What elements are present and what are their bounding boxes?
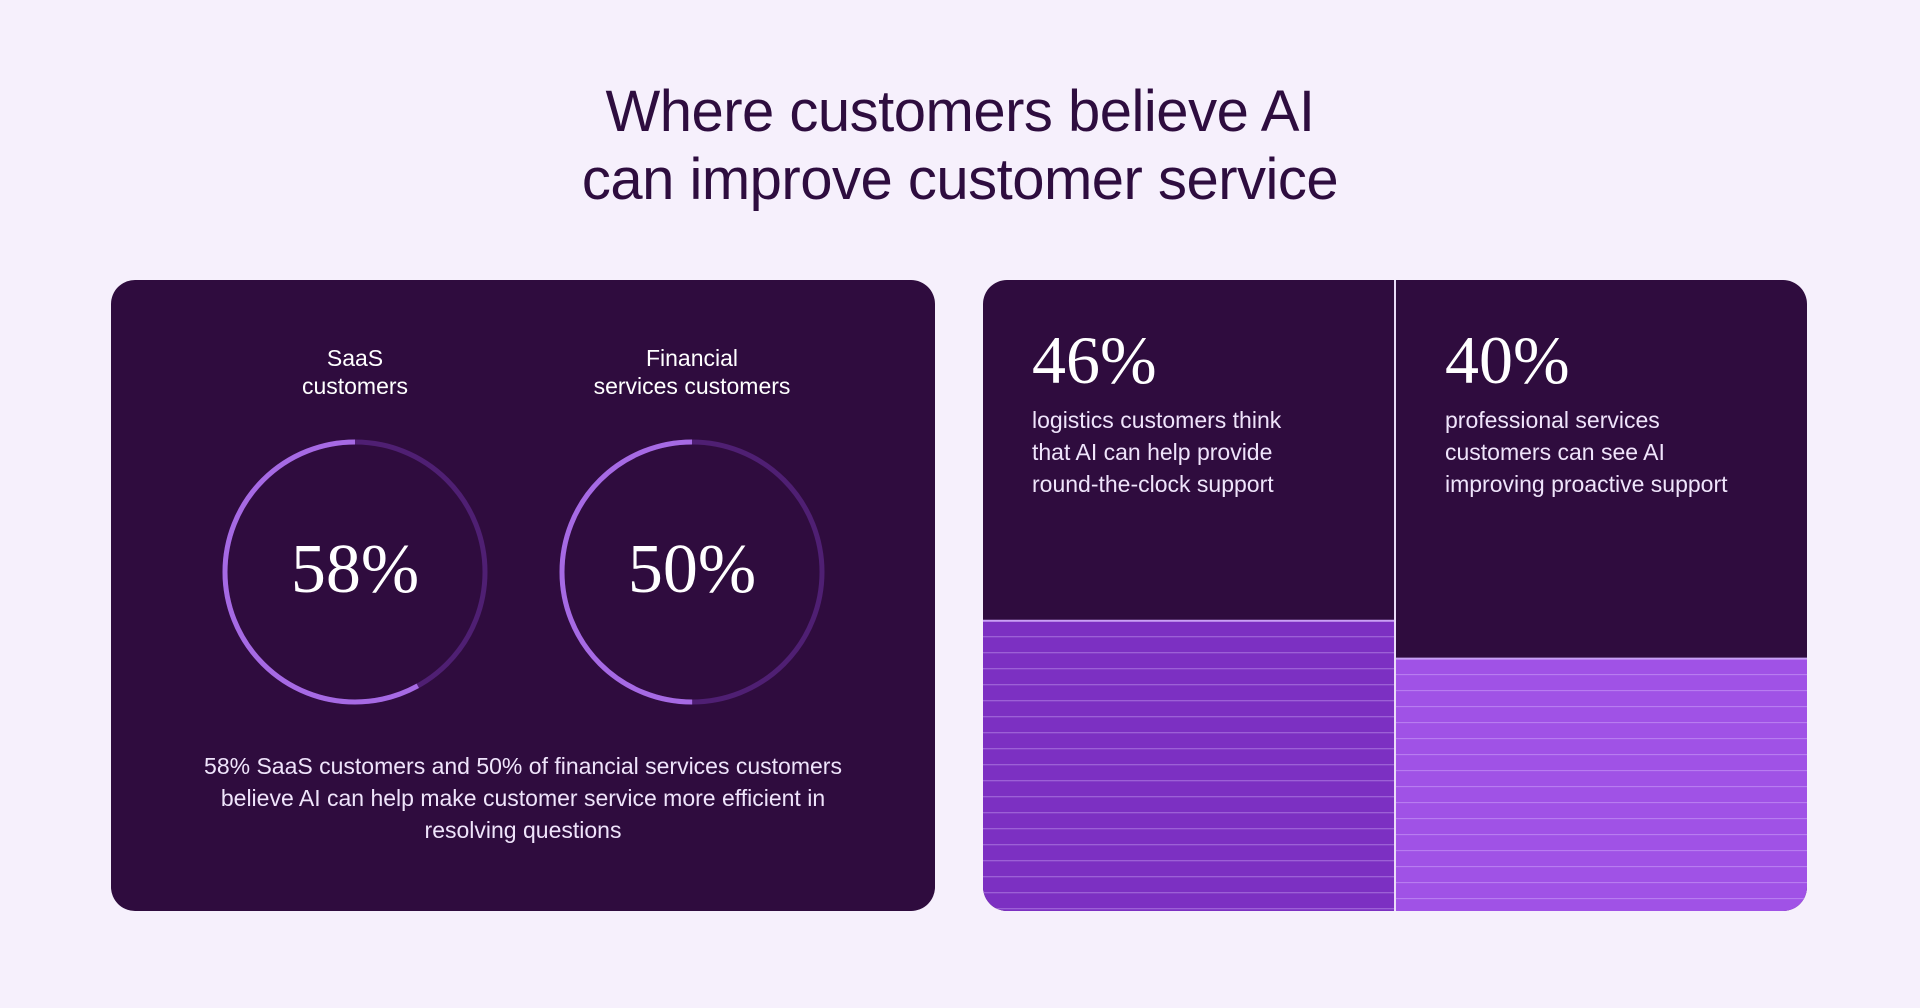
ring-arc xyxy=(559,439,825,705)
ring-label: services customers xyxy=(593,373,791,399)
bar-group xyxy=(983,619,1807,911)
ring-label: Financial xyxy=(645,345,739,371)
ring-label: customers xyxy=(301,373,409,399)
bar-text: logistics customers think xyxy=(1032,407,1282,433)
bar xyxy=(983,620,1395,911)
ring-value: 50% xyxy=(627,531,757,608)
bar-value: 46% xyxy=(1032,322,1157,398)
note-line: resolving questions xyxy=(424,817,622,843)
note-line: 58% SaaS customers and 50% of financial … xyxy=(204,753,842,779)
ring-value: 58% xyxy=(290,531,420,608)
bar-text: that AI can help provide xyxy=(1032,439,1273,465)
bar-text: customers can see AI xyxy=(1445,439,1665,465)
note-line: believe AI can help make customer servic… xyxy=(220,785,826,811)
bar xyxy=(1396,658,1807,911)
title-line: Where customers believe AI xyxy=(605,79,1315,144)
title-line: can improve customer service xyxy=(581,147,1339,212)
ring-panel xyxy=(111,280,935,911)
bar-text: round-the-clock support xyxy=(1032,471,1274,497)
bar-text: improving proactive support xyxy=(1445,471,1728,497)
bar-value: 40% xyxy=(1445,322,1570,398)
ring-label: SaaS xyxy=(326,345,384,371)
ring-arc xyxy=(222,439,488,705)
bar-text: professional services xyxy=(1445,407,1660,433)
